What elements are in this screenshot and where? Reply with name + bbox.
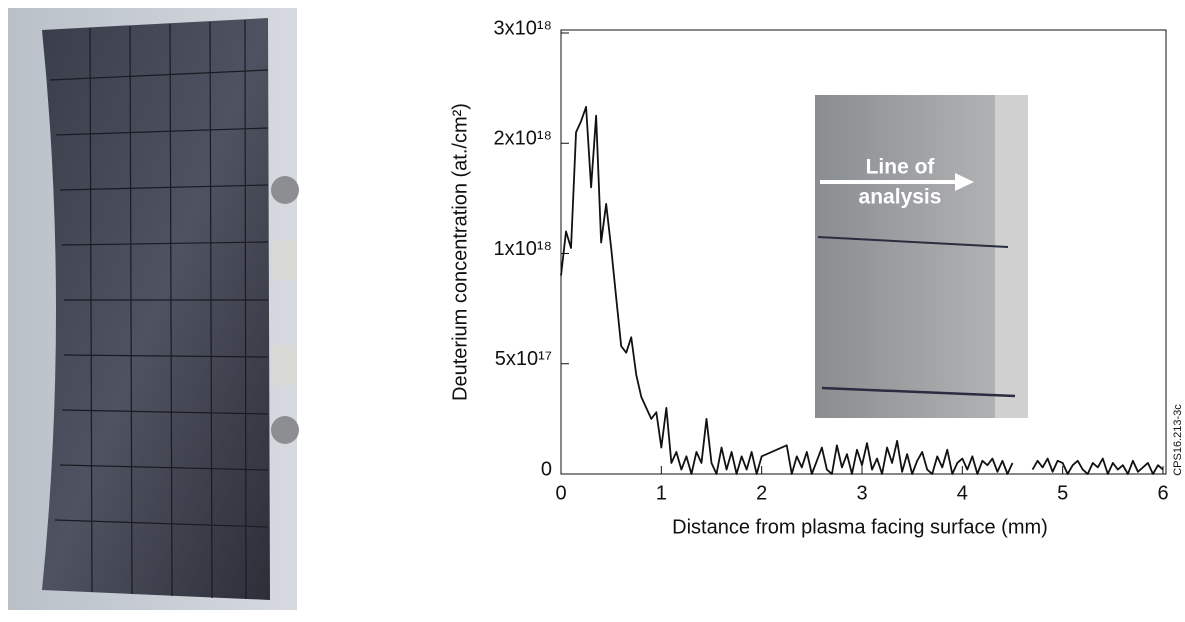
x-axis-title: Distance from plasma facing surface (mm) <box>672 516 1048 538</box>
inset-label: analysis <box>859 186 942 209</box>
y-tick-label: 5x10¹⁷ <box>495 348 552 370</box>
x-tick-label: 4 <box>957 482 968 504</box>
y-tick-label: 0 <box>541 458 552 480</box>
data-line <box>560 105 1164 475</box>
y-axis-title: Deuterium concentration (at./cm²) <box>449 103 471 401</box>
x-tick-label: 6 <box>1157 482 1168 504</box>
y-tick-label: 2x10¹⁸ <box>494 128 552 150</box>
plot-frame <box>560 29 1167 475</box>
x-tick-label: 0 <box>555 482 566 504</box>
x-tick-label: 5 <box>1057 482 1068 504</box>
inset-photo: Line of analysis <box>815 95 1028 418</box>
y-tick-label: 3x10¹⁸ <box>494 17 552 39</box>
y-tick-label: 1x10¹⁸ <box>494 238 552 260</box>
side-note: CPS16.213-3c <box>1172 404 1184 476</box>
photo <box>8 8 299 610</box>
x-tick-label: 2 <box>756 482 767 504</box>
x-tick-label: 3 <box>856 482 867 504</box>
inset-label: Line of <box>866 156 936 179</box>
x-tick-label: 1 <box>656 482 667 504</box>
